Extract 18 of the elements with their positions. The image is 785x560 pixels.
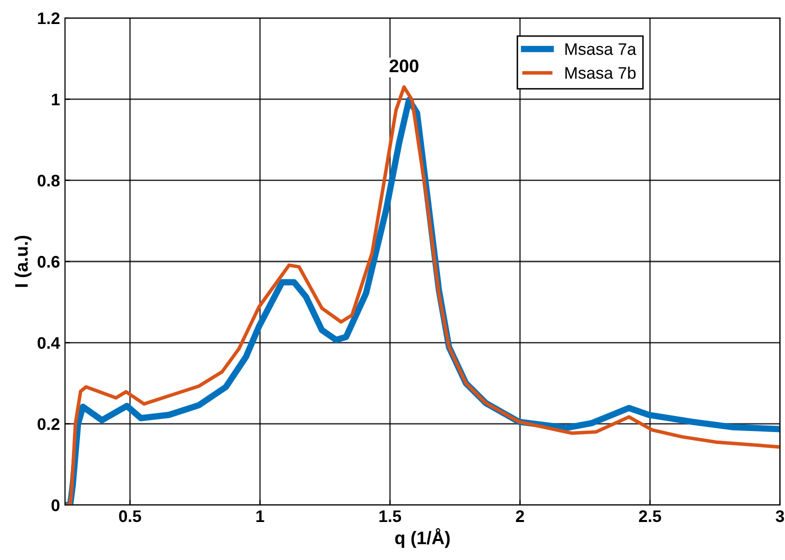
x-tick-label: 1 xyxy=(256,510,264,522)
legend-label: Msasa 7a xyxy=(565,43,636,55)
y-tick-label: 1 xyxy=(52,94,60,106)
x-tick-label: 2.5 xyxy=(638,510,662,522)
x-axis-title: q (1/Å) xyxy=(395,528,450,548)
y-tick-label: 0.6 xyxy=(38,256,60,268)
y-axis-title: I (a.u.) xyxy=(14,236,32,287)
annotation: 200 xyxy=(390,60,418,72)
y-tick-label: 0 xyxy=(52,499,60,512)
x-tick-label: 2 xyxy=(516,510,524,522)
y-tick-label: 1.2 xyxy=(38,12,60,24)
y-tick-label: 0.4 xyxy=(38,337,60,349)
y-tick-label: 0.8 xyxy=(38,174,60,187)
x-tick-label: 1.5 xyxy=(379,510,402,522)
x-tick-label: 3 xyxy=(776,510,784,522)
legend-label: Msasa 7b xyxy=(565,66,636,79)
y-tick-label: 0.2 xyxy=(38,418,60,430)
x-tick-label: 0.5 xyxy=(119,510,142,522)
